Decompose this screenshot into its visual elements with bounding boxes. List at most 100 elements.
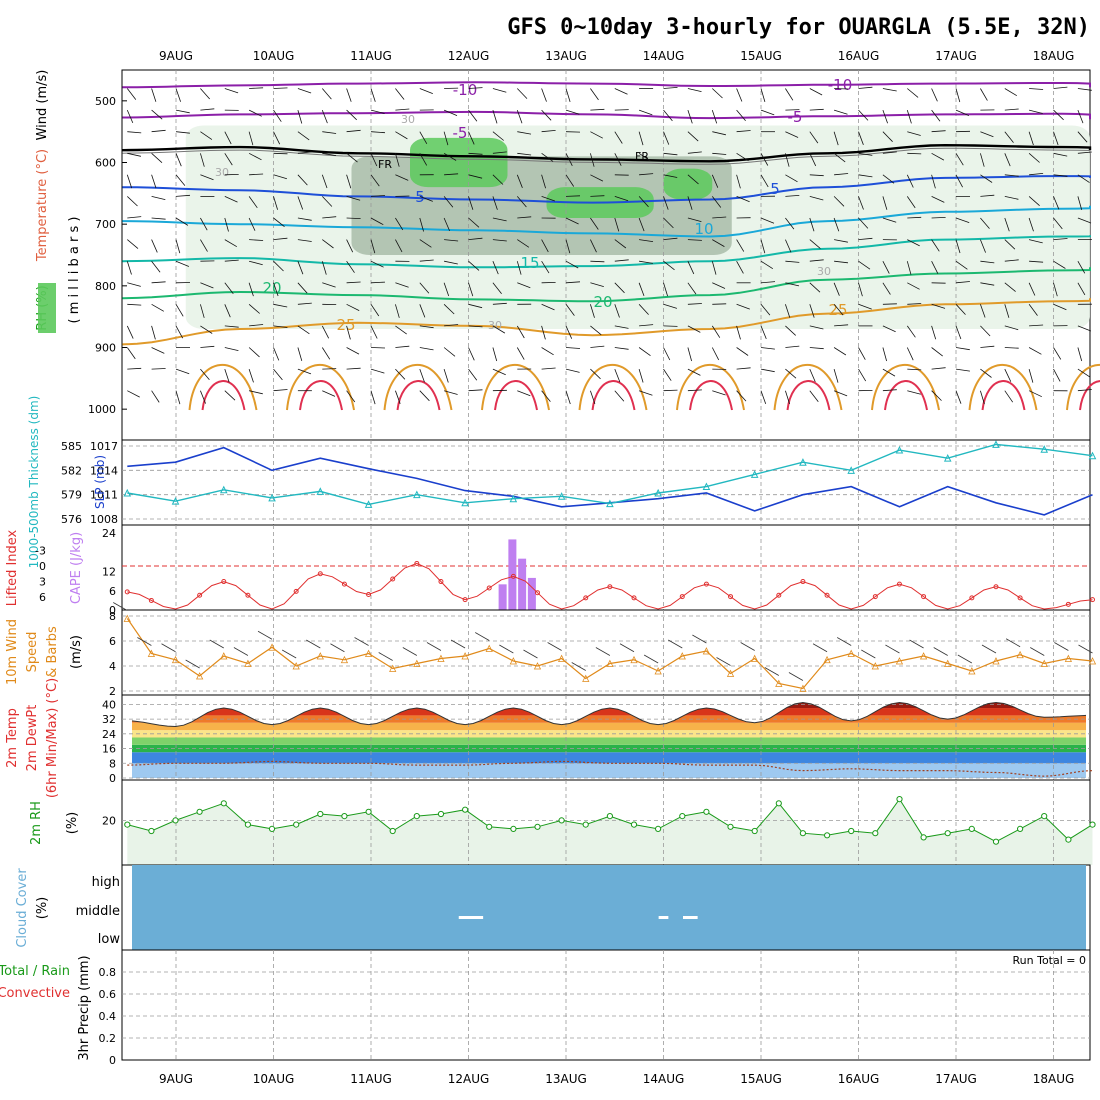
wind-marker: [461, 652, 469, 660]
wind-barb: [711, 261, 717, 275]
wind-barb: [468, 152, 483, 155]
wind-barb: [419, 390, 430, 402]
panel-lifted-cape-frame: [121, 524, 1091, 611]
wind-barb: [1004, 239, 1016, 250]
wind-barb: [565, 217, 579, 225]
wind-barb: [541, 303, 555, 311]
wind-barb: [200, 131, 213, 140]
wind-barb: [517, 131, 532, 135]
wind-barb: [200, 368, 210, 381]
wind-barb: [297, 131, 310, 141]
surface-wind-barb: [161, 643, 176, 653]
wind-barb: [638, 217, 645, 232]
wind-barb: [882, 151, 897, 154]
wind-barb: [687, 196, 693, 210]
temp-line: [131, 701, 1087, 728]
wind-barb: [590, 282, 604, 287]
rh-region-green: [410, 137, 508, 188]
cloud-cover-area: [132, 865, 1086, 950]
wind-barb: [273, 196, 278, 210]
wind-barb: [468, 260, 480, 271]
wind-barb: [712, 303, 727, 305]
wind-marker: [702, 647, 711, 655]
wind-barb: [590, 239, 597, 253]
wind-barb: [663, 347, 671, 361]
wind-barb: [273, 109, 282, 122]
thickness-tick-label: 579: [61, 489, 82, 502]
wind-barb: [443, 282, 450, 297]
wind-barb: [639, 239, 654, 242]
wind-barb: [224, 259, 239, 262]
wind-barb: [541, 325, 546, 340]
wind-barb: [639, 260, 653, 264]
lifted-marker: [776, 592, 782, 598]
wind-barb: [151, 217, 166, 220]
wind-barb: [321, 174, 328, 189]
wind-barb: [785, 153, 790, 167]
wind-barb: [200, 174, 214, 181]
surface-isotherm-30: [481, 364, 550, 411]
wind-barb: [541, 152, 554, 162]
wind-barb: [760, 304, 771, 316]
date-label-bottom: 12AUG: [448, 1072, 490, 1086]
wind-barb: [687, 347, 692, 362]
wind-barb: [468, 196, 474, 210]
wind-marker: [557, 654, 566, 662]
wind-barb: [175, 390, 181, 405]
wind-barb: [663, 325, 678, 327]
wind-barb: [711, 325, 721, 338]
wind-barb: [906, 109, 912, 124]
wind-barb: [541, 239, 549, 253]
cape-tick-label: 0: [109, 604, 116, 617]
wind-barb: [663, 196, 669, 210]
wind-barb: [517, 239, 530, 248]
wind-barb: [249, 324, 264, 327]
ylabel-thickness: 1000-500mb Thickness (dm): [27, 396, 41, 569]
wind-barb: [711, 109, 718, 124]
surface-wind-barb: [571, 662, 586, 671]
wind-barb: [273, 260, 284, 272]
panel-lifted-cape: -3 0 3 6 0 6 12 24 Lifted Index CAPE (J/kg): [5, 524, 1095, 617]
wind-barb: [760, 174, 769, 188]
ylabel-temp-3: (6hr Min/Max) (°C): [45, 678, 60, 798]
rh2m-marker: [848, 827, 855, 835]
wind-barb: [638, 109, 653, 116]
wind-barb: [663, 217, 674, 229]
lifted-marker: [921, 594, 927, 600]
wind-barb: [1004, 259, 1019, 262]
wind-barb: [395, 108, 410, 111]
wind-barb: [517, 282, 531, 289]
wind-barb: [809, 282, 821, 293]
rh2m-marker: [244, 821, 251, 828]
wind-marker: [847, 649, 855, 657]
wind-barb: [1004, 304, 1010, 318]
wind-barb: [297, 88, 312, 94]
wind-barb: [809, 325, 824, 330]
wind-barb: [907, 131, 921, 136]
wind-barb: [1053, 282, 1058, 297]
wind-barb: [785, 217, 795, 230]
wind-barb: [200, 390, 206, 404]
surface-wind-barb: [499, 644, 514, 654]
wind-barb: [322, 368, 337, 370]
thickness-marker: [847, 466, 855, 474]
wind-barb: [736, 152, 749, 162]
temp-tick-label: 16: [102, 743, 116, 756]
wind-barb: [395, 88, 405, 100]
wind-barb: [517, 390, 531, 397]
wind-barb: [346, 109, 357, 121]
wind-barb: [1077, 131, 1088, 143]
wind-barb: [395, 239, 403, 253]
date-label-top: 10AUG: [253, 49, 295, 63]
wind-marker: [244, 659, 252, 667]
ylabel-cloud-2: (%): [35, 897, 50, 920]
wind-marker: [123, 614, 131, 622]
date-label-bottom: 16AUG: [838, 1072, 880, 1086]
cloud-gap: [658, 916, 669, 919]
surface-wind-barb: [981, 644, 997, 654]
wind-barb: [200, 239, 208, 252]
surface-wind-barb: [692, 634, 707, 644]
contour-label: 5: [770, 180, 780, 198]
surface-wind-barb: [740, 642, 755, 651]
chart-title: GFS 0~10day 3-hourly for OUARGLA (5.5E, …: [507, 15, 1090, 40]
